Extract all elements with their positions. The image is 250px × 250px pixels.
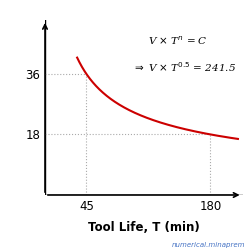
X-axis label: Tool Life, T (min): Tool Life, T (min) <box>88 221 200 234</box>
Text: $\Rightarrow$ V $\times$ T$^{0.5}$ = 241.5: $\Rightarrow$ V $\times$ T$^{0.5}$ = 241… <box>132 60 236 74</box>
Text: numerical.minaprem: numerical.minaprem <box>172 242 245 248</box>
Text: V $\times$ T$^n$ = C: V $\times$ T$^n$ = C <box>148 35 208 47</box>
